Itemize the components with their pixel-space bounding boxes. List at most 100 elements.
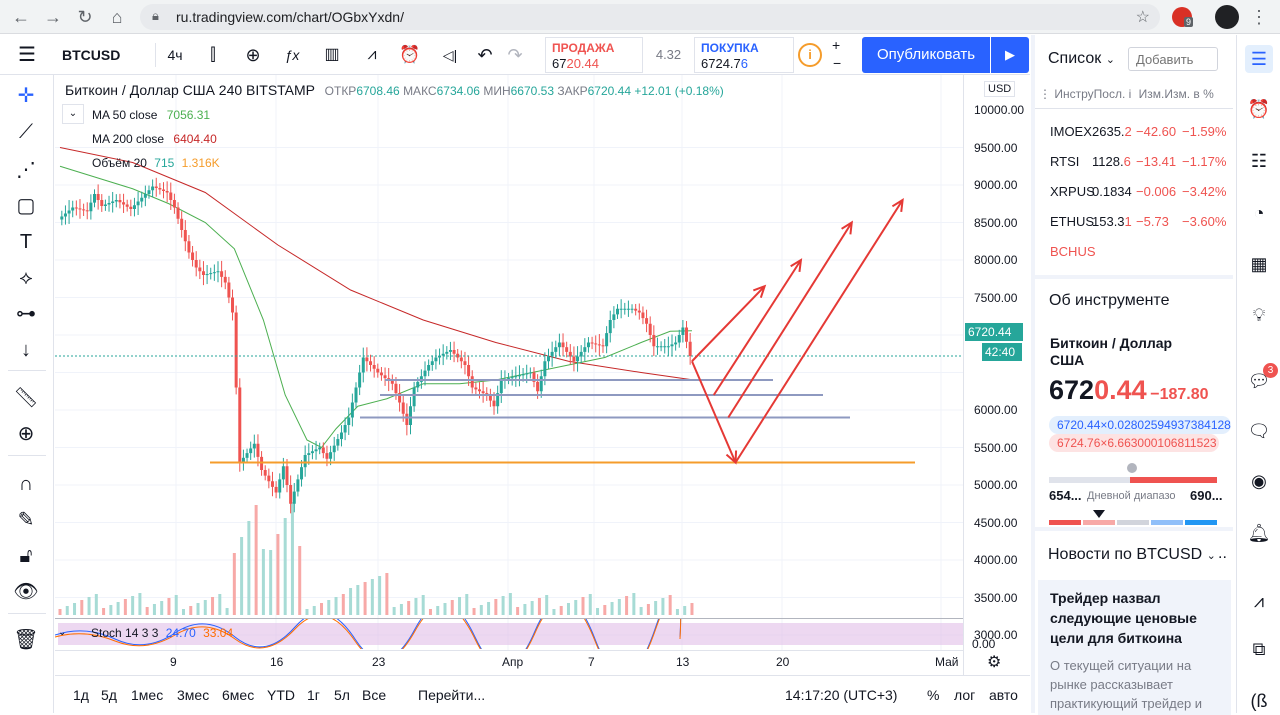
price-axis[interactable]: USD 10000.00 9500.00 9000.00 8500.00 8000.00… xyxy=(963,75,1030,675)
stoch-pane[interactable]: ⌄ Stoch 14 3 3 24.70 33.04 xyxy=(55,618,963,650)
replay-icon[interactable]: ◁| xyxy=(442,47,458,63)
drag-handle-icon[interactable]: ⋮ xyxy=(1039,87,1051,101)
range-button[interactable]: Все xyxy=(362,687,387,703)
log-scale-button[interactable]: лог xyxy=(954,687,976,703)
alert-add-icon[interactable]: ⏰ xyxy=(399,45,421,64)
news-more-button[interactable]: .. xyxy=(1218,545,1227,562)
publish-button[interactable]: Опубликовать xyxy=(862,37,990,73)
news-title-button[interactable]: Новости по BTCUSD ⌄ xyxy=(1048,546,1216,564)
time-axis[interactable]: 9 16 23 Апр 7 13 20 Май xyxy=(55,650,963,675)
settings-gear-icon[interactable]: ⚙ xyxy=(987,654,1002,671)
candle-body xyxy=(223,276,227,283)
bookmark-star-icon[interactable]: ☆ xyxy=(1135,9,1150,26)
watchlist-icon[interactable]: ☰ xyxy=(1245,45,1273,73)
home-icon[interactable]: ⌂ xyxy=(111,7,123,27)
stoch-legend[interactable]: Stoch 14 3 3 24.70 33.04 xyxy=(91,626,233,640)
col-symbol[interactable]: Инстру xyxy=(1054,87,1094,101)
eye-icon[interactable]: 👁︎ xyxy=(13,581,39,603)
streams-icon[interactable]: ◉ xyxy=(1251,471,1267,491)
templates-icon[interactable]: ▥ xyxy=(324,46,340,63)
notifications-bell-icon[interactable]: 🔔︎ xyxy=(1247,523,1271,543)
quantity-plus-button[interactable]: + xyxy=(832,37,841,53)
object-tree-icon[interactable]: ⧉ xyxy=(1252,639,1266,659)
quantity-minus-button[interactable]: − xyxy=(833,55,842,71)
candles-icon[interactable]: ⫿ xyxy=(210,45,216,64)
chart-area[interactable] xyxy=(55,75,1030,675)
range-button[interactable]: 3мес xyxy=(177,687,210,703)
row-last-a: 153.3 xyxy=(1092,214,1125,229)
lock-icon[interactable]: 🔓︎ xyxy=(19,545,33,567)
range-button[interactable]: 1мес xyxy=(131,687,164,703)
pencil-lock-icon[interactable]: ✎ xyxy=(17,509,35,531)
undo-icon[interactable]: ↶ xyxy=(477,45,493,65)
col-change-pct[interactable]: Изм. в % xyxy=(1164,87,1214,101)
price-chart[interactable] xyxy=(55,75,963,650)
candle-body xyxy=(205,274,209,276)
text-icon[interactable]: T xyxy=(19,231,33,253)
volume-bar xyxy=(479,605,483,615)
ruler-icon[interactable]: 📏︎ xyxy=(13,387,39,409)
range-button[interactable]: 6мес xyxy=(222,687,255,703)
ma200-legend[interactable]: MA 200 close 6404.40 xyxy=(92,132,217,146)
percent-scale-button[interactable]: % xyxy=(927,687,940,703)
candle-body xyxy=(376,368,380,373)
forecast-icon[interactable]: ⊶ xyxy=(16,303,36,325)
address-bar[interactable]: 🔒︎ ru.tradingview.com/chart/OGbxYxdn/ ☆ xyxy=(140,4,1160,30)
trash-icon[interactable]: 🗑︎ xyxy=(13,629,39,651)
stoch-collapse-icon[interactable]: ⌄ xyxy=(58,627,67,638)
auto-scale-button[interactable]: авто xyxy=(989,687,1018,703)
strategy-icon[interactable]: ⩘ xyxy=(367,46,377,63)
instrument-price-b: 0.44 xyxy=(1094,375,1147,405)
ideas-lightbulb-icon[interactable]: 💡︎ xyxy=(1252,305,1266,325)
interval-button[interactable]: 4ч xyxy=(167,47,183,63)
volume-bar xyxy=(523,604,527,615)
range-button[interactable]: 1д xyxy=(73,687,89,703)
range-button[interactable]: 1г xyxy=(307,687,320,703)
zoom-in-icon[interactable]: ⊕ xyxy=(17,423,35,445)
arrow-down-icon[interactable]: ↓ xyxy=(21,339,31,361)
play-icon[interactable]: ▶ xyxy=(991,37,1029,73)
buy-button[interactable]: ПОКУПКА 6724.76 xyxy=(694,37,794,73)
goto-date-button[interactable]: Перейти... xyxy=(418,687,486,703)
hotlists-icon[interactable]: ◔ xyxy=(1253,203,1265,223)
profile-avatar[interactable] xyxy=(1215,5,1239,29)
row-change: −5.73 xyxy=(1136,214,1169,229)
reload-icon[interactable]: ↻ xyxy=(77,7,93,27)
redo-icon[interactable]: ↷ xyxy=(507,45,523,65)
range-button[interactable]: 5л xyxy=(334,687,350,703)
back-icon[interactable]: ← xyxy=(12,7,30,27)
watchlist-title-button[interactable]: Список ⌄ xyxy=(1048,50,1115,68)
clock-time[interactable]: 14:17:20 (UTC+3) xyxy=(785,687,898,703)
currency-label[interactable]: USD xyxy=(984,81,1016,97)
trendline-icon[interactable]: ⟋ xyxy=(19,121,33,143)
watchlist-add-input[interactable] xyxy=(1128,47,1218,71)
col-change[interactable]: Изм. xyxy=(1138,87,1165,101)
browser-menu-icon[interactable]: ⋮ xyxy=(1250,7,1268,27)
magnet-icon[interactable]: ∩ xyxy=(18,473,34,495)
info-icon[interactable]: i xyxy=(798,43,822,67)
collapse-legend-icon[interactable]: ⌄ xyxy=(62,104,84,124)
rectangle-icon[interactable]: ▢ xyxy=(16,195,36,217)
crosshair-icon[interactable]: ✛ xyxy=(17,85,35,107)
private-chat-icon[interactable]: 🗨︎ xyxy=(1247,421,1271,441)
range-button[interactable]: 5д xyxy=(101,687,117,703)
help-icon[interactable]: (ß xyxy=(1250,691,1268,711)
ma50-legend[interactable]: MA 50 close 7056.31 xyxy=(92,108,210,122)
indicators-fx-icon[interactable]: ƒx xyxy=(284,47,300,63)
y-tick-label: 7500.00 xyxy=(974,290,1018,305)
range-button[interactable]: YTD xyxy=(267,687,295,703)
data-window-icon[interactable]: ☷ xyxy=(1250,151,1268,171)
col-last[interactable]: Посл. і xyxy=(1093,87,1132,101)
alarm-clock-icon[interactable]: ⏰ xyxy=(1247,99,1271,119)
pattern-icon[interactable]: ⟡ xyxy=(19,267,33,289)
news-item[interactable]: Трейдер назвал следующие ценовые цели дл… xyxy=(1038,580,1231,715)
symbol-search-button[interactable]: BTCUSD xyxy=(62,47,121,63)
trading-panel-icon[interactable]: ⩘ xyxy=(1253,591,1265,611)
calendar-icon[interactable]: ▦ xyxy=(1250,254,1268,274)
sell-button[interactable]: ПРОДАЖА 6720.44 xyxy=(545,37,643,73)
hamburger-menu-icon[interactable]: ☰ xyxy=(18,44,36,66)
fib-icon[interactable]: ⋰ xyxy=(16,159,36,181)
compare-add-icon[interactable]: ⊕ xyxy=(245,45,261,65)
forward-icon[interactable]: → xyxy=(44,7,62,27)
volume-legend[interactable]: Объём 20 715 1.316K xyxy=(92,156,220,170)
